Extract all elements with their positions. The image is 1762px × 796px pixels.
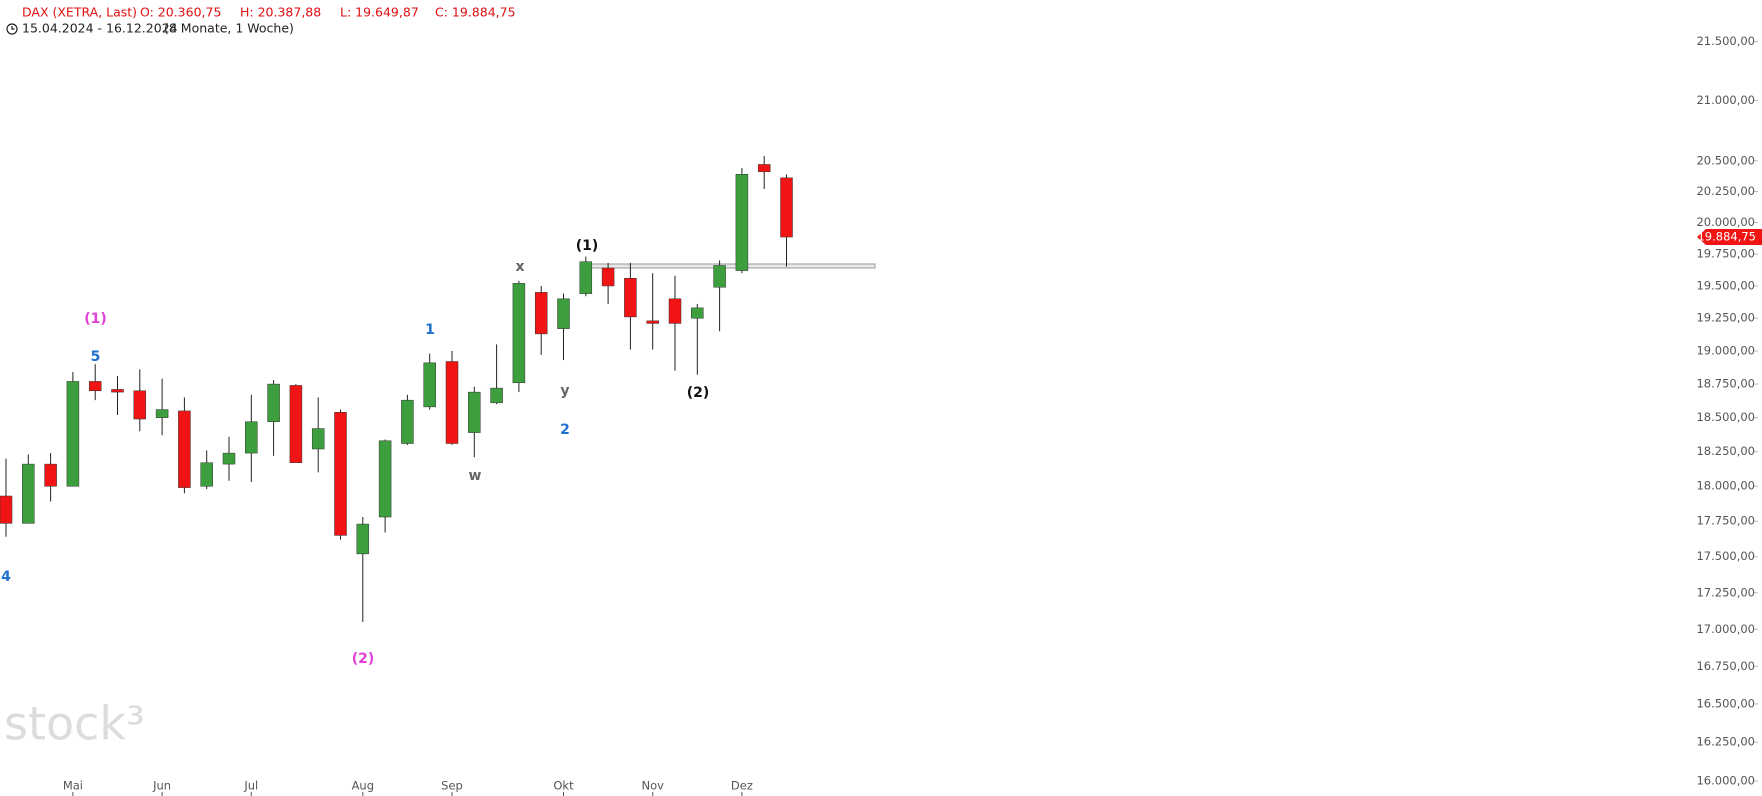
candle-body xyxy=(200,462,213,487)
y-tick-label: 19.500,00 xyxy=(1696,278,1755,292)
candle-body xyxy=(222,452,236,465)
candle-body xyxy=(601,267,615,287)
wave-label: 1 xyxy=(425,322,435,338)
candle-body xyxy=(512,283,526,384)
candle-body xyxy=(668,298,682,324)
wave-label: w xyxy=(469,468,482,484)
wave-label: 5 xyxy=(91,349,101,365)
y-tick-label: 18.750,00 xyxy=(1696,377,1755,391)
x-tick-label: Okt xyxy=(553,779,574,793)
candle-body xyxy=(311,428,325,450)
candle-body xyxy=(44,463,57,487)
y-tick-label: 16.250,00 xyxy=(1696,735,1755,749)
wave-label: x xyxy=(515,259,524,275)
y-tick-label: 21.500,00 xyxy=(1696,34,1755,48)
candle-body xyxy=(401,399,414,444)
candle-body xyxy=(757,164,771,173)
y-tick-label: 16.000,00 xyxy=(1696,774,1755,788)
candle-body xyxy=(490,387,503,404)
ohlc-close: C: 19.884,75 xyxy=(435,5,516,20)
candle-body xyxy=(0,495,13,524)
y-tick-label: 18.500,00 xyxy=(1696,410,1755,424)
candle-body xyxy=(356,523,370,555)
candle-body xyxy=(624,278,637,318)
date-range: 15.04.2024 - 16.12.2024 xyxy=(22,21,178,36)
candle-body xyxy=(88,381,102,392)
candle-body xyxy=(267,383,280,422)
logo: stock³ xyxy=(4,697,145,751)
x-tick-label: Nov xyxy=(641,779,664,793)
wave-label: 2 xyxy=(560,422,570,438)
wave-label: (2) xyxy=(352,651,375,667)
ohlc-high: H: 20.387,88 xyxy=(240,5,321,20)
candle-body xyxy=(334,412,347,536)
y-tick-label: 20.250,00 xyxy=(1696,184,1755,198)
x-tick-label: Dez xyxy=(731,779,753,793)
y-tick-label: 20.500,00 xyxy=(1696,153,1755,167)
candle-body xyxy=(66,381,80,487)
x-tick-label: Aug xyxy=(352,779,374,793)
wave-label: (1) xyxy=(576,238,599,254)
wave-label: 4 xyxy=(1,569,11,585)
candle-body xyxy=(423,362,436,408)
last-price-label: 19.884,75 xyxy=(1697,230,1756,244)
x-tick-label: Sep xyxy=(441,779,463,793)
y-tick-label: 21.000,00 xyxy=(1696,93,1755,107)
candle-body xyxy=(289,385,303,463)
candle-body xyxy=(735,174,749,271)
y-tick-label: 17.000,00 xyxy=(1696,622,1755,636)
candle-body xyxy=(111,389,124,393)
x-tick-label: Jun xyxy=(152,779,171,793)
wave-label: (2) xyxy=(687,385,710,401)
ohlc-open: O: 20.360,75 xyxy=(140,5,221,20)
y-tick-label: 18.250,00 xyxy=(1696,444,1755,458)
clock-icon xyxy=(6,23,18,35)
y-tick-label: 16.500,00 xyxy=(1696,696,1755,710)
clock-hand xyxy=(11,26,15,30)
wave-label: (1) xyxy=(84,311,107,327)
y-tick-label: 18.000,00 xyxy=(1696,479,1755,493)
candle-body xyxy=(245,421,258,454)
candle-body xyxy=(378,440,392,518)
y-tick-label: 17.500,00 xyxy=(1696,549,1755,563)
x-tick-label: Jul xyxy=(243,779,258,793)
x-tick-label: Mai xyxy=(63,779,83,793)
candle-body xyxy=(534,292,548,335)
y-tick-label: 19.000,00 xyxy=(1696,343,1755,357)
y-tick-label: 17.750,00 xyxy=(1696,514,1755,528)
candle-body xyxy=(780,177,793,238)
candle-body xyxy=(691,307,704,319)
candle-body xyxy=(646,320,659,324)
wave-label: y xyxy=(560,383,569,399)
last-price-tag xyxy=(1697,229,1762,246)
y-tick-label: 20.000,00 xyxy=(1696,215,1755,229)
candle-body xyxy=(713,265,726,288)
candle-body xyxy=(178,410,191,488)
candle-body xyxy=(557,298,570,329)
y-tick-label: 19.750,00 xyxy=(1696,247,1755,261)
candle-body xyxy=(579,261,593,294)
candle-body xyxy=(445,361,459,444)
ohlc-low: L: 19.649,87 xyxy=(340,5,419,20)
candle-body xyxy=(155,409,169,418)
y-tick-label: 19.250,00 xyxy=(1696,311,1755,325)
candle-body xyxy=(468,391,481,433)
duration: (8 Monate, 1 Woche) xyxy=(164,21,294,36)
y-tick-label: 17.250,00 xyxy=(1696,585,1755,599)
candle-body xyxy=(133,390,147,420)
candle-body xyxy=(22,463,35,524)
instrument-title: DAX (XETRA, Last) xyxy=(22,5,137,20)
y-tick-label: 16.750,00 xyxy=(1696,659,1755,673)
